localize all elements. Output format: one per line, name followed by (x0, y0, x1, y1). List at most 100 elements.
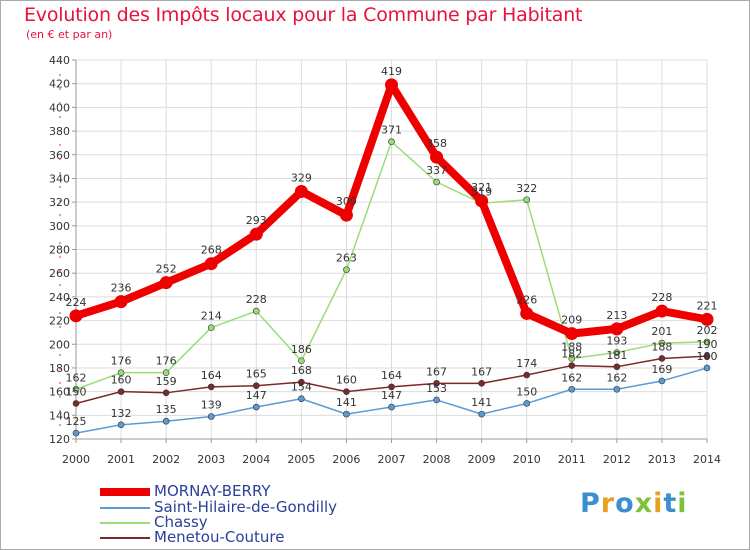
data-point-mornay-berry (249, 227, 263, 241)
data-label-menetou-couture: 168 (291, 364, 312, 377)
y-tick-label: 340 (49, 172, 70, 185)
data-point-chassy (658, 339, 666, 347)
data-label-chassy: 263 (336, 252, 357, 265)
data-label-menetou-couture: 164 (201, 369, 222, 382)
data-label-chassy: 201 (651, 325, 672, 338)
data-label-mornay-berry: 236 (111, 282, 132, 295)
data-point-chassy (568, 355, 576, 362)
series-lines (69, 78, 714, 437)
y-tick-label: 420 (49, 78, 70, 91)
data-point-menetou-couture (703, 352, 711, 360)
y-tick-label: 280 (49, 244, 70, 257)
data-point-chassy (433, 178, 440, 186)
data-point-menetou-couture (433, 380, 440, 387)
x-tick-label: 2003 (197, 453, 225, 466)
data-label-menetou-couture: 150 (66, 385, 87, 398)
y-tick-label: 300 (49, 220, 70, 233)
data-point-mornay-berry (430, 150, 444, 164)
data-label-chassy: 228 (246, 293, 267, 306)
x-tick-label: 2007 (378, 453, 406, 466)
data-point-menetou-couture (252, 382, 260, 390)
data-label-mornay-berry: 293 (246, 214, 267, 227)
data-label-saint-hilaire-de-gondilly: 169 (651, 363, 672, 376)
x-tick-label: 2010 (513, 453, 541, 466)
chart-plot: 120 140 160 180 200 220 240 260 280 300 320 340 360 3… (49, 54, 721, 466)
data-point-menetou-couture (613, 363, 621, 371)
data-label-mornay-berry: 213 (606, 309, 627, 322)
data-point-mornay-berry (114, 295, 128, 309)
data-label-menetou-couture: 167 (471, 365, 492, 378)
data-point-mornay-berry (159, 276, 173, 290)
legend-swatch-mornay-berry (100, 488, 150, 496)
data-point-menetou-couture (162, 389, 170, 397)
data-point-mornay-berry (385, 78, 398, 92)
data-point-saint-hilaire-de-gondilly (613, 385, 621, 393)
data-point-chassy (162, 369, 170, 376)
logo-letter: t (663, 488, 678, 519)
y-tick-label: 120 (49, 433, 70, 446)
chart-subtitle: (en € et par an) (26, 28, 113, 41)
y-tick-label: 160 (49, 386, 70, 399)
data-label-chassy: 322 (516, 182, 537, 195)
data-label-chassy: 193 (606, 335, 627, 348)
data-label-saint-hilaire-de-gondilly: 150 (516, 385, 537, 398)
data-point-saint-hilaire-de-gondilly (433, 396, 440, 404)
data-point-mornay-berry (69, 309, 83, 323)
data-point-chassy (343, 266, 350, 273)
legend-label-chassy: Chassy (154, 513, 208, 531)
x-tick-label: 2005 (287, 453, 315, 466)
data-point-saint-hilaire-de-gondilly (343, 410, 350, 418)
data-label-saint-hilaire-de-gondilly: 147 (381, 389, 402, 402)
data-point-chassy (298, 357, 305, 365)
data-label-chassy: 162 (66, 371, 87, 384)
data-point-menetou-couture (568, 362, 576, 369)
data-label-chassy: 176 (156, 355, 177, 368)
data-label-menetou-couture: 164 (381, 369, 402, 382)
data-label-saint-hilaire-de-gondilly: 153 (426, 382, 447, 395)
data-point-menetou-couture (343, 388, 350, 395)
data-point-menetou-couture (207, 383, 215, 391)
data-label-saint-hilaire-de-gondilly: 141 (336, 396, 357, 409)
data-point-menetou-couture (388, 383, 395, 391)
data-label-menetou-couture: 167 (426, 365, 447, 378)
data-point-mornay-berry (475, 194, 489, 208)
y-tick-label: 320 (49, 196, 70, 209)
data-point-menetou-couture (523, 371, 531, 379)
data-label-menetou-couture: 165 (246, 368, 267, 381)
data-label-menetou-couture: 181 (606, 349, 627, 362)
data-point-saint-hilaire-de-gondilly (298, 395, 305, 403)
data-point-saint-hilaire-de-gondilly (72, 429, 80, 437)
data-label-saint-hilaire-de-gondilly: 141 (471, 396, 492, 409)
data-point-saint-hilaire-de-gondilly (568, 385, 576, 393)
x-tick-label: 2004 (242, 453, 270, 466)
y-tick-label: 400 (49, 101, 70, 114)
y-tick-label: 220 (49, 315, 70, 328)
data-point-chassy (388, 138, 395, 146)
data-label-saint-hilaire-de-gondilly: 180 (697, 350, 718, 363)
x-tick-label: 2012 (603, 453, 631, 466)
data-point-chassy (117, 369, 125, 376)
x-tick-label: 2011 (558, 453, 586, 466)
y-tick-label: 240 (49, 291, 70, 304)
data-point-menetou-couture (298, 378, 305, 386)
data-point-chassy (523, 196, 531, 204)
data-label-menetou-couture: 174 (516, 357, 537, 370)
data-point-mornay-berry (520, 306, 534, 320)
data-point-chassy (703, 338, 711, 346)
data-point-saint-hilaire-de-gondilly (478, 410, 485, 418)
x-tick-label: 2009 (468, 453, 496, 466)
data-label-saint-hilaire-de-gondilly: 125 (66, 415, 87, 428)
data-label-menetou-couture: 160 (336, 374, 357, 387)
data-label-chassy: 371 (381, 124, 402, 137)
data-point-saint-hilaire-de-gondilly (523, 400, 531, 407)
data-label-saint-hilaire-de-gondilly: 162 (561, 371, 582, 384)
data-point-saint-hilaire-de-gondilly (658, 377, 666, 385)
data-label-saint-hilaire-de-gondilly: 132 (111, 407, 132, 420)
data-point-saint-hilaire-de-gondilly (207, 413, 215, 420)
data-point-saint-hilaire-de-gondilly (388, 403, 395, 411)
legend-label-menetou-couture: Menetou-Couture (154, 528, 285, 546)
data-point-mornay-berry (610, 322, 624, 336)
y-tick-label: 260 (49, 267, 70, 280)
data-label-saint-hilaire-de-gondilly: 154 (291, 381, 312, 394)
y-tick-label: 200 (49, 338, 70, 351)
